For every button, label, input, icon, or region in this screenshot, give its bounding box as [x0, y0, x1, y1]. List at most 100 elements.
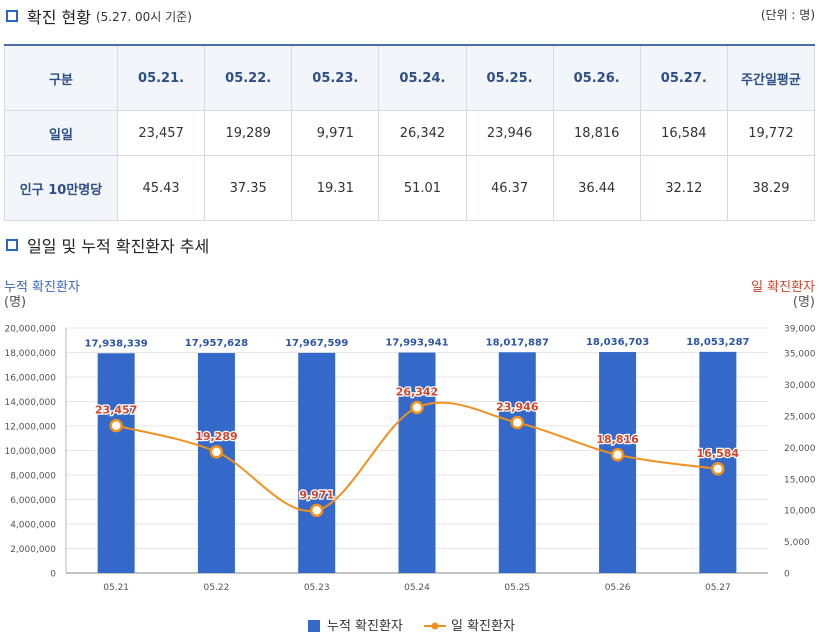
bar-cumulative	[398, 352, 436, 573]
right-tick-label: 35,000	[784, 350, 816, 360]
line-data-label: 16,584	[697, 447, 740, 460]
table-cell: 9,971	[291, 110, 380, 156]
section-title: 일일 및 누적 확진환자 추세	[27, 237, 210, 256]
table-cell: 19,289	[204, 110, 293, 156]
left-tick-label: 6,000,000	[10, 496, 56, 506]
right-tick-label: 15,000	[784, 475, 816, 485]
table-column-header: 05.22.	[204, 44, 293, 111]
legend-swatch-marker	[431, 622, 439, 630]
left-tick-label: 0	[50, 570, 56, 580]
bar-cumulative	[97, 353, 135, 573]
line-point-daily	[610, 448, 625, 462]
line-data-label: 9,971	[299, 488, 334, 501]
table-cell: 36.44	[552, 155, 641, 221]
table-cell: 16,584	[639, 110, 728, 156]
table-corner-header: 구분	[4, 44, 118, 111]
bar-data-label: 18,017,887	[486, 337, 549, 348]
left-tick-label: 12,000,000	[4, 423, 56, 433]
table-row: 인구 10만명당 45.43 37.35 19.31 51.01 46.37 3…	[4, 155, 816, 221]
line-point-daily	[410, 400, 424, 415]
table-column-header: 05.27.	[639, 44, 728, 111]
x-tick-label: 05.21	[103, 583, 129, 593]
right-tick-label: 39,000	[784, 325, 816, 335]
x-tick-label: 05.22	[204, 583, 230, 593]
right-tick-label: 0	[784, 570, 790, 580]
table-column-header: 05.26.	[552, 44, 641, 111]
table-cell: 26,342	[378, 110, 467, 156]
legend-label-bar: 누적 확진환자	[327, 619, 403, 634]
section-header-status: 확진 현황 (5.27. 00시 기준)	[6, 4, 192, 28]
right-tick-label: 20,000	[784, 444, 816, 454]
right-axis-title: 일 확진환자	[751, 280, 815, 295]
table-cell: 19.31	[291, 155, 380, 221]
section-title: 확진 현황	[27, 8, 91, 27]
legend-label-line: 일 확진환자	[451, 619, 515, 634]
left-tick-label: 14,000,000	[4, 398, 56, 408]
table-header-row: 구분 05.21. 05.22. 05.23. 05.24. 05.25. 05…	[4, 44, 816, 111]
x-tick-label: 05.25	[504, 583, 530, 593]
bar-cumulative	[599, 352, 637, 573]
trend-chart: 누적 확진환자(명)일 확진환자(명)02,000,0004,000,0006,…	[4, 280, 816, 634]
left-tick-label: 2,000,000	[10, 545, 56, 555]
left-tick-label: 20,000,000	[4, 325, 56, 335]
bar-data-label: 17,938,339	[85, 338, 148, 349]
row-header: 인구 10만명당	[4, 155, 118, 221]
line-data-label: 26,342	[396, 386, 438, 399]
left-tick-label: 18,000,000	[4, 349, 56, 359]
bar-cumulative	[298, 352, 336, 573]
left-tick-label: 10,000,000	[4, 447, 56, 457]
line-data-label: 23,946	[496, 401, 539, 414]
bar-data-label: 17,957,628	[185, 338, 248, 349]
table-cell: 51.01	[378, 155, 467, 221]
table-cell: 46.37	[465, 155, 554, 221]
square-bullet-icon	[6, 239, 18, 251]
left-axis-title: 누적 확진환자	[4, 280, 80, 295]
line-data-label: 18,816	[596, 433, 639, 446]
table-column-header: 주간일평균	[726, 44, 816, 111]
x-tick-label: 05.24	[404, 583, 430, 593]
bar-data-label: 18,036,703	[586, 337, 649, 348]
left-tick-label: 8,000,000	[10, 472, 56, 482]
bar-data-label: 17,993,941	[385, 338, 448, 349]
table-cell: 18,816	[552, 110, 641, 156]
table-column-header: 05.25.	[465, 44, 554, 111]
table-column-header: 05.23.	[291, 44, 380, 111]
bar-cumulative	[197, 353, 235, 573]
table-cell: 38.29	[726, 155, 816, 221]
bar-cumulative	[498, 352, 536, 573]
bar-data-label: 17,967,599	[285, 338, 348, 349]
table-cell: 23,946	[465, 110, 554, 156]
line-point-daily	[309, 503, 324, 518]
line-point-daily	[711, 462, 725, 476]
unit-label: (단위 : 명)	[760, 8, 815, 22]
right-tick-label: 25,000	[784, 412, 816, 422]
row-header: 일일	[4, 110, 118, 156]
line-data-label: 19,289	[195, 430, 237, 443]
right-tick-label: 30,000	[784, 381, 816, 391]
table-row: 일일 23,457 19,289 9,971 26,342 23,946 18,…	[4, 110, 816, 156]
line-data-label: 23,457	[95, 404, 137, 417]
line-point-daily	[510, 415, 525, 430]
x-tick-label: 05.23	[304, 583, 330, 593]
right-tick-label: 10,000	[784, 507, 816, 517]
x-tick-label: 05.26	[605, 583, 631, 593]
table-cell: 37.35	[204, 155, 293, 221]
legend-swatch-bar	[308, 620, 320, 632]
right-axis-unit: (명)	[793, 295, 815, 310]
square-bullet-icon	[6, 10, 18, 22]
table-column-header: 05.21.	[116, 44, 206, 111]
x-tick-label: 05.27	[705, 583, 731, 593]
table-cell: 23,457	[116, 110, 206, 156]
table-cell: 19,772	[726, 110, 816, 156]
left-tick-label: 16,000,000	[4, 374, 56, 384]
line-point-daily	[209, 445, 224, 459]
table-column-header: 05.24.	[378, 44, 467, 111]
bar-data-label: 18,053,287	[686, 337, 749, 348]
table-cell: 45.43	[116, 155, 206, 221]
line-point-daily	[109, 418, 123, 433]
section-header-trend: 일일 및 누적 확진환자 추세	[6, 233, 209, 257]
section-subtitle: (5.27. 00시 기준)	[95, 9, 192, 24]
right-tick-label: 5,000	[784, 538, 810, 548]
status-table: 구분 05.21. 05.22. 05.23. 05.24. 05.25. 05…	[4, 44, 816, 221]
left-tick-label: 4,000,000	[10, 521, 56, 531]
